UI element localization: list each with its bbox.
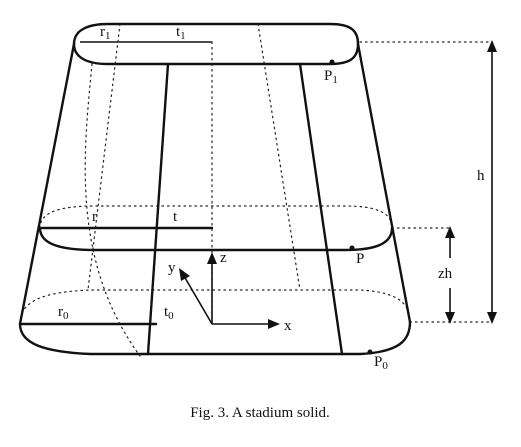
label-P: P: [356, 251, 364, 267]
x-axis-arrow: [268, 319, 280, 329]
point-P1-marker: [329, 59, 335, 65]
top-face-back-edge: [72, 22, 360, 46]
y-axis-arrow: [179, 268, 190, 281]
label-zh: zh: [438, 266, 453, 282]
middle-section-front-edge: [38, 226, 394, 252]
label-r: r: [92, 209, 97, 225]
zh-arrow-down: [445, 312, 455, 324]
hidden-edges: [84, 23, 301, 357]
solid-side-edges: [18, 42, 412, 356]
label-t0: t0: [164, 304, 174, 322]
right-silhouette-edge: [356, 42, 412, 324]
hidden-inner-curve-left: [84, 63, 141, 357]
middle-section-back-edge: [39, 205, 393, 229]
points: [329, 59, 373, 355]
label-y-axis: y: [168, 260, 176, 276]
label-r0: r0: [58, 304, 69, 322]
label-x-axis: x: [284, 318, 292, 334]
label-z-axis: z: [220, 250, 227, 266]
left-silhouette-edge: [18, 42, 76, 326]
top-face-front-edge: [72, 42, 360, 66]
label-h: h: [477, 168, 485, 184]
figure-caption: Fig. 3. A stadium solid.: [190, 405, 330, 421]
h-arrow-down: [487, 312, 497, 324]
top-stadium-face: [72, 22, 360, 66]
zh-arrow-up: [445, 226, 455, 238]
label-t: t: [173, 209, 178, 225]
dimension-lines: [359, 40, 497, 324]
label-t1: t1: [176, 24, 186, 42]
bottom-face-front-edge: [18, 320, 412, 356]
y-axis-line: [183, 275, 213, 325]
hidden-back-edge-right: [257, 23, 301, 291]
label-r1: r1: [100, 24, 111, 42]
front-edge-right: [298, 62, 344, 356]
bottom-face-back-edge: [19, 289, 411, 325]
h-arrow-up: [487, 40, 497, 52]
label-P0: P0: [374, 354, 388, 372]
hidden-back-edge-left: [87, 23, 121, 291]
point-P0-marker: [367, 349, 373, 355]
bottom-stadium-face: [18, 289, 412, 356]
label-P1: P1: [324, 68, 338, 86]
z-axis-arrow: [207, 252, 217, 264]
diagram-labels: r1 t1 P1 r t P r0 t0 P0 x y z h zh: [58, 24, 485, 372]
front-edge-left: [146, 62, 170, 356]
coordinate-axes: [179, 252, 280, 329]
middle-stadium-section: [38, 205, 394, 252]
point-P-marker: [349, 245, 355, 251]
